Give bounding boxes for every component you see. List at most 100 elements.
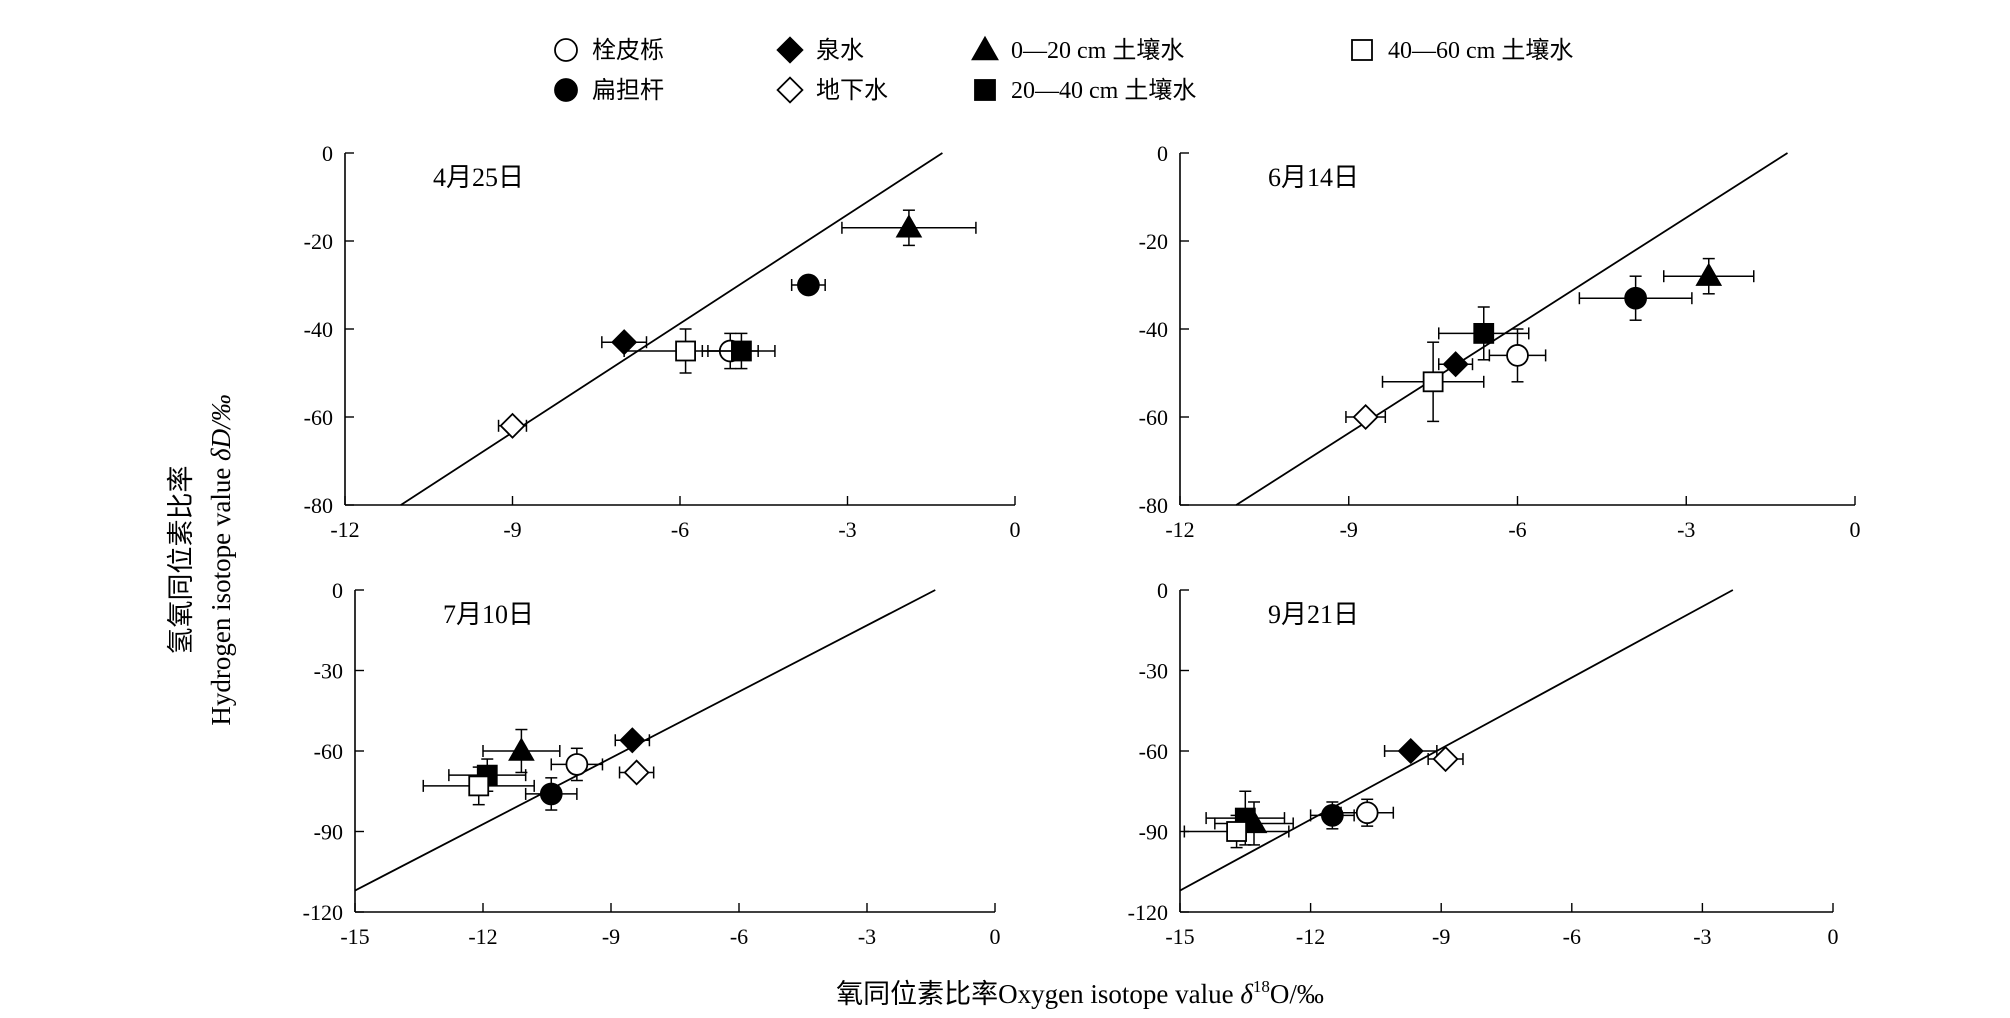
scatter-panel: 0 -20 -40 -60 -80-12 -9 -6 -3 0 6月14日	[1139, 141, 1861, 542]
point-marker	[468, 775, 490, 797]
data-point	[1381, 341, 1485, 423]
legend-marker	[974, 79, 996, 101]
data-point	[497, 412, 528, 439]
x-axis-title-delta: δ	[1240, 979, 1253, 1009]
data-point	[524, 777, 578, 811]
y-tick-label: -80	[1139, 493, 1168, 518]
y-tick-label: -30	[314, 659, 343, 684]
panel-title: 4月25日	[433, 163, 524, 192]
data-point	[601, 329, 648, 356]
x-tick-label: -9	[1432, 924, 1450, 949]
y-tick-label: -40	[304, 317, 333, 342]
x-axis-title-zh: 氧同位素比率	[836, 979, 998, 1009]
legend-item: 泉水	[776, 36, 864, 64]
legend-marker	[554, 78, 578, 102]
y-tick-label: -20	[1139, 229, 1168, 254]
point-marker	[1432, 745, 1459, 773]
legend-label: 0—20 cm 土壤水	[1011, 37, 1184, 64]
y-axis-title-en-symbol: δD/‰	[206, 394, 236, 461]
x-tick-label: -9	[503, 517, 521, 542]
x-tick-label: 0	[1850, 517, 1861, 542]
point-marker	[565, 753, 589, 776]
x-axis-title-sup: 18	[1253, 977, 1270, 996]
y-axis-title-zh: 氢氧同位素比率	[166, 466, 196, 655]
scatter-panel: 0 -20 -40 -60 -80-12 -9 -6 -3 0 4月25日	[304, 141, 1021, 542]
x-tick-label: -12	[1296, 924, 1325, 949]
y-axis-title-en: Hydrogen isotope value δD/‰	[206, 394, 236, 725]
x-tick-label: -6	[1563, 924, 1581, 949]
point-marker	[1352, 403, 1379, 431]
x-axis-title: 氧同位素比率Oxygen isotope value δ18O/‰	[836, 977, 1324, 1009]
point-marker	[623, 759, 650, 786]
data-point	[618, 759, 655, 786]
x-tick-label: -12	[330, 517, 359, 542]
data-point	[1438, 306, 1530, 361]
legend-marker	[971, 35, 999, 61]
point-marker	[797, 273, 820, 297]
legend-label: 40—60 cm 土壤水	[1388, 37, 1573, 64]
data-point	[1427, 745, 1464, 773]
x-tick-label: -15	[1165, 924, 1194, 949]
x-tick-label: -9	[602, 924, 620, 949]
x-tick-label: -3	[838, 517, 856, 542]
water-line	[400, 152, 943, 506]
legend-label: 20—40 cm 土壤水	[1011, 77, 1196, 104]
point-marker	[1506, 344, 1529, 367]
y-tick-label: -80	[304, 493, 333, 518]
x-tick-label: -6	[730, 924, 748, 949]
point-marker	[1226, 821, 1247, 842]
legend-item: 扁担杆	[554, 77, 664, 104]
legend-label: 扁担杆	[592, 77, 664, 104]
data-point	[422, 766, 535, 806]
x-axis-title-suffix: O/‰	[1270, 979, 1324, 1009]
y-tick-label: -120	[303, 900, 343, 925]
panel-title: 6月14日	[1268, 163, 1359, 192]
y-tick-label: -120	[1128, 900, 1168, 925]
y-tick-label: 0	[1157, 141, 1168, 166]
y-tick-label: -60	[1139, 739, 1168, 764]
y-tick-label: -40	[1139, 317, 1168, 342]
panel-title: 9月21日	[1268, 600, 1359, 629]
y-tick-label: -30	[1139, 659, 1168, 684]
point-marker	[508, 737, 535, 761]
data-point	[623, 328, 748, 374]
data-point	[1309, 801, 1355, 830]
legend-marker	[776, 76, 804, 104]
point-marker	[619, 727, 646, 754]
y-axis-title-en-text: Hydrogen isotope value	[206, 461, 236, 726]
point-marker	[1397, 737, 1424, 765]
data-point	[1663, 257, 1755, 295]
y-tick-label: 0	[1157, 578, 1168, 603]
legend-item: 栓皮栎	[554, 37, 664, 64]
x-axis-title-en: Oxygen isotope value	[998, 979, 1240, 1009]
water-line	[1179, 589, 1734, 892]
panel-title: 7月10日	[443, 600, 534, 629]
data-point	[482, 728, 561, 774]
legend-marker	[1351, 39, 1373, 61]
legend-marker	[776, 36, 804, 64]
point-marker	[539, 782, 563, 806]
x-tick-label: -12	[1165, 517, 1194, 542]
data-point	[1340, 798, 1395, 827]
legend-item: 0—20 cm 土壤水	[971, 35, 1184, 64]
x-tick-label: 0	[1828, 924, 1839, 949]
point-marker	[675, 340, 696, 362]
x-tick-label: -9	[1340, 517, 1358, 542]
x-tick-label: -3	[858, 924, 876, 949]
data-point	[1383, 737, 1438, 765]
legend-item: 40—60 cm 土壤水	[1351, 37, 1573, 64]
data-point	[614, 727, 651, 754]
x-tick-label: -3	[1693, 924, 1711, 949]
point-marker	[1442, 351, 1469, 378]
point-marker	[1473, 322, 1495, 344]
x-tick-label: -6	[1508, 517, 1526, 542]
x-tick-label: -15	[340, 924, 369, 949]
y-tick-label: -60	[304, 405, 333, 430]
point-marker	[1355, 801, 1379, 825]
data-point	[790, 273, 826, 297]
x-tick-label: -3	[1677, 517, 1695, 542]
data-point	[841, 209, 977, 247]
